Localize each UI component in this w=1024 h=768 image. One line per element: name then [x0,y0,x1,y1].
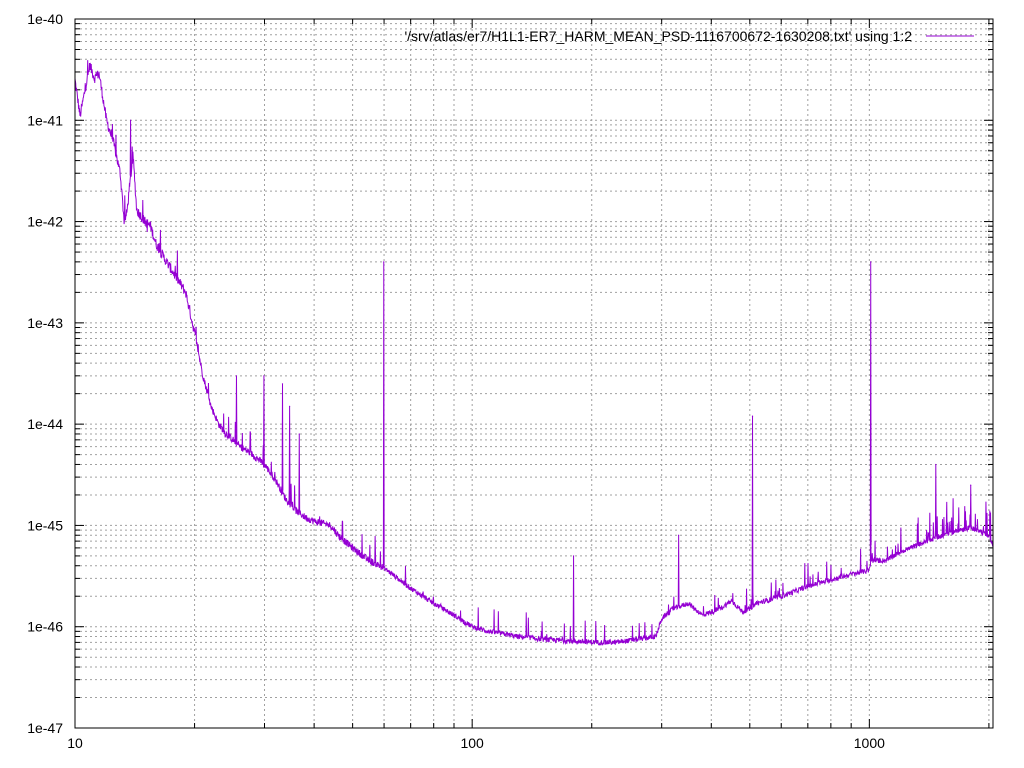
y-tick-label: 1e-46 [27,619,63,635]
axes: 10 100 1000 1e-40 1e-41 1e-42 1e-43 1e-44 1e-45 1… [27,11,993,751]
spectral-peak-point [263,375,265,377]
y-tick-label: 1e-45 [27,517,63,533]
legend: '/srv/atlas/er7/H1L1-ER7_HARM_MEAN_PSD-1… [404,28,974,44]
spectral-peak-point [235,375,238,377]
series-line-psd [74,60,994,647]
spectral-peak-point [289,405,291,407]
y-tick-label: 1e-40 [27,11,63,27]
y-tick-label: 1e-42 [27,214,63,230]
spectral-peak-point [870,261,872,263]
spectral-peak-point [146,230,148,232]
spectral-peak-point [572,555,575,557]
spectral-peak-point [129,119,132,121]
x-tick-label: 10 [67,735,83,751]
x-tick-label: 1000 [854,735,885,751]
spectral-peak-point [751,415,754,417]
x-tick-label: 100 [460,735,484,751]
spectral-peak-point [281,383,284,385]
y-tick-label: 1e-43 [27,315,63,331]
plot-frame [74,18,994,729]
spectral-peak-point [935,463,937,466]
y-tick-label: 1e-44 [27,416,63,432]
spectral-peak-point [383,261,385,263]
spectral-peak-point [970,484,972,486]
y-tick-label: 1e-41 [27,112,63,128]
legend-entry-label: '/srv/atlas/er7/H1L1-ER7_HARM_MEAN_PSD-1… [404,28,912,44]
data-series [74,60,994,647]
spectral-peak-point [678,534,680,536]
y-tick-label: 1e-47 [27,720,63,736]
grid-lines [75,19,993,728]
spectral-peak-point [298,433,300,435]
